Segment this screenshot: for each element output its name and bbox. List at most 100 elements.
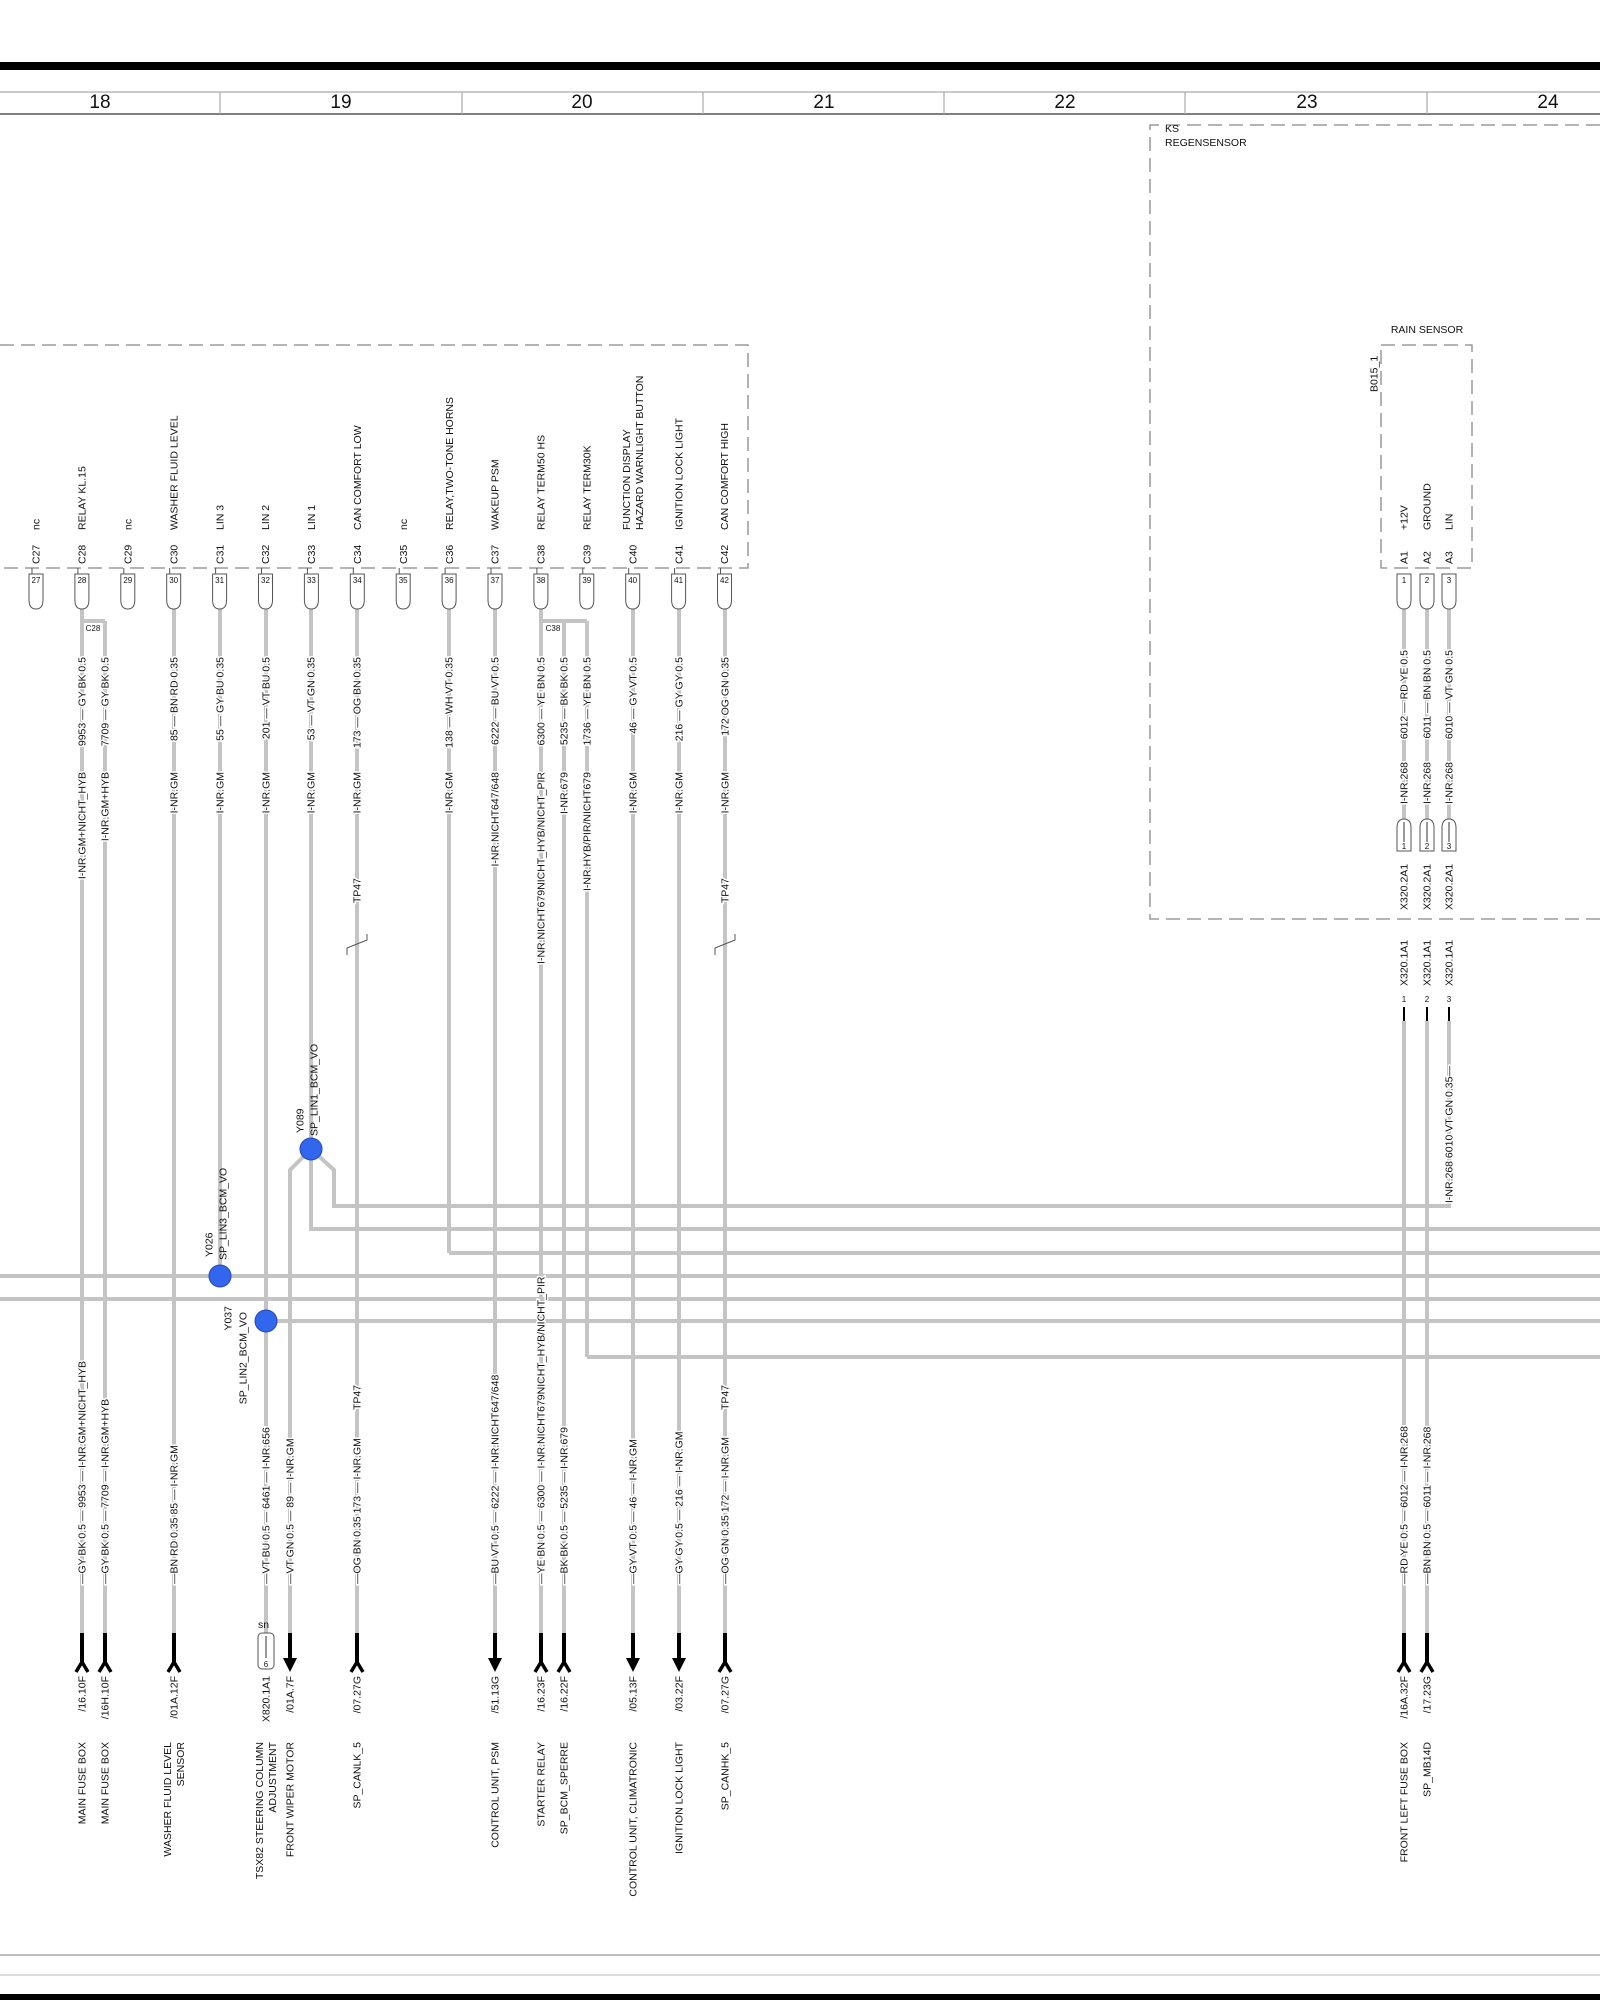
wire-code-label: 6300 — YE BN 0.5 <box>536 657 548 746</box>
pin-number: 36 <box>445 576 454 585</box>
destination-label: WASHER FLUID LEVEL <box>162 1742 174 1857</box>
pin-function-label: WAKEUP PSM <box>490 459 502 530</box>
pin-number: 33 <box>307 576 316 585</box>
pin-id-label: C38 <box>536 545 548 564</box>
wire-code-label: 6222 — BU VT 0.5 <box>490 657 502 745</box>
column-number: 20 <box>571 92 592 113</box>
pin-terminal <box>166 573 182 610</box>
wire-route-label: I-NR.GM <box>306 772 318 813</box>
wire-route-label: I-NR.GM <box>215 772 227 813</box>
inline-connector-label: X320.2A1 <box>1422 864 1434 910</box>
pin-id-label: C40 <box>627 545 639 564</box>
pin-function-label: CAN COMFORT HIGH <box>719 423 731 530</box>
wire-code-label: 6011 — BN BN 0.5 <box>1422 650 1434 739</box>
page-reference: /01A.7F <box>285 1676 297 1713</box>
pin-terminal <box>1396 573 1412 610</box>
pin-function-label: LIN 3 <box>214 505 226 530</box>
connector-label: sn <box>258 1619 269 1631</box>
pin-number: 38 <box>536 576 545 585</box>
pin-function-label: RELAY KL.15 <box>77 466 89 530</box>
arrow-down-icon <box>488 1658 502 1672</box>
connector-pin-32: LIN 2 C32 32 <box>258 505 273 610</box>
column-number: 18 <box>89 92 110 113</box>
wire-bottom-label: —VT GN 0.5 — 89 — I-NR.GM <box>285 1438 297 1584</box>
wire-bottom-label: —BN RD 0.35 85 — I-NR.GM <box>169 1445 181 1584</box>
wire-code-label: 55 — GY BU 0.35 <box>215 657 227 741</box>
wire-route-label: I-NR.GM <box>674 772 686 813</box>
pin-id-label: C28 <box>77 545 89 564</box>
pin-id-label: A1 <box>1399 551 1411 564</box>
twisted-pair-icon <box>346 934 368 955</box>
arrow-down-icon <box>672 1658 686 1672</box>
pin-function-label: LIN <box>1444 514 1456 530</box>
wire-route-label: I-NR.GM <box>720 772 732 813</box>
pin-id-label: C27 <box>31 545 43 564</box>
splice-Y037 <box>254 1309 278 1333</box>
wire-bottom-label: —GY VT 0.5 — 46 — I-NR.GM <box>628 1439 640 1584</box>
pin-id-label: C37 <box>490 545 502 564</box>
inline-connector-number: 2 <box>1425 842 1430 851</box>
wire-code-label: 1736 — YE BN 0.5 <box>582 657 594 746</box>
page-reference: /16H.10F <box>100 1676 112 1719</box>
bcm-connector: nc C27 27 RELAY KL.15 C28 28 nc C29 29 WASHER FLU… <box>0 344 749 610</box>
pin-id-label: C32 <box>260 545 272 564</box>
inline-connector-label: X320.1A1 <box>1444 940 1456 986</box>
page-reference: /07.27G <box>352 1676 364 1713</box>
pin-terminal <box>487 573 503 610</box>
pin-number: 35 <box>399 576 408 585</box>
pin-function-label: FUNCTION DISPLAY <box>621 429 633 530</box>
connector-outline <box>0 344 749 569</box>
pin-function-label: nc <box>122 519 134 530</box>
pin-terminal <box>120 573 136 610</box>
pin-function-label: RELAY TERM30K <box>581 445 593 530</box>
pin-terminal <box>395 573 411 610</box>
page-reference: /51.13G <box>490 1676 502 1713</box>
pin-number: 30 <box>169 576 178 585</box>
wire-code-label: 201 — VT BU 0.5 <box>261 657 273 739</box>
page-reference: /03.22F <box>674 1676 686 1712</box>
splice-name: SP_LIN2_BCM_VO <box>238 1312 250 1404</box>
destination-label: ADJUSTMENT <box>267 1741 279 1812</box>
pin-terminal <box>212 573 228 610</box>
pin-id-label: A2 <box>1422 551 1434 564</box>
pin-function-label: CAN COMFORT LOW <box>352 425 364 530</box>
pin-number: 32 <box>261 576 270 585</box>
steering-connector: 6 sn <box>257 1619 275 1670</box>
rain-sensor-id: B015_1 <box>1369 356 1381 392</box>
wire-route-label: I-NR.HYB/PIR/NICHT679 <box>582 772 594 891</box>
pin-number: 40 <box>628 576 637 585</box>
pin-number: 1 <box>1402 576 1407 585</box>
pin-terminal <box>533 573 549 610</box>
arrow-down-icon <box>283 1658 297 1672</box>
pin-id-label: A3 <box>1444 551 1456 564</box>
destination-label: SP_BCM_SPERRE <box>559 1742 571 1834</box>
pin-function-label: RELAY TERM50 HS <box>536 435 548 530</box>
pin-function-label: HAZARD WARNLIGHT BUTTON <box>634 376 646 530</box>
wire-bottom-label: —BU VT 0.5 — 6222 — I-NR.NICHT647/648 <box>490 1375 502 1584</box>
destination-label: SP_MB14D <box>1422 1742 1434 1797</box>
connector-pin-41: IGNITION LOCK LIGHT C41 41 <box>671 417 687 610</box>
pin-function-label: RELAY,TWO-TONE HORNS <box>444 397 456 530</box>
wire-route-label: I-NR.NICHT679NICHT_HYB/NICHT_PIR <box>536 772 548 964</box>
wire-code-label: 173 — OG BN 0.35 <box>352 657 364 748</box>
pin-id-label: C42 <box>719 545 731 564</box>
pin-function-label: IGNITION LOCK LIGHT <box>673 417 685 530</box>
pin-id-label: C33 <box>306 545 318 564</box>
pin-id-label: C41 <box>673 545 685 564</box>
connector-pin-42: CAN COMFORT HIGH C42 42 <box>717 423 732 610</box>
splice-name: SP_LIN1_BCM_VO <box>309 1044 321 1136</box>
pin-terminal <box>303 573 319 610</box>
connector-pin-39: RELAY TERM30K C39 39 <box>579 445 595 610</box>
wire-route-label: I-NR.GM <box>169 772 181 813</box>
page-reference: /16A.32F <box>1399 1676 1411 1719</box>
pin-id-label: C29 <box>122 545 134 564</box>
wire-route-label: I-NR.268 <box>1444 762 1456 804</box>
rain-sensor-title: RAIN SENSOR <box>1391 324 1464 336</box>
wire-route-label: I-NR.GM <box>444 772 456 813</box>
splice-Y026 <box>208 1264 232 1288</box>
wire-route-label: I-NR.GM <box>628 772 640 813</box>
wire-code-label: 5235 — BK BK 0.5 <box>559 657 571 745</box>
wire-bottom-label: —YE BN 0.5 — 6300 — I-NR.NICHT679NICHT_H… <box>536 1276 548 1584</box>
module-code: KS <box>1165 123 1179 135</box>
connector-pin-40: FUNCTION DISPLAY HAZARD WARNLIGHT BUTTON C… <box>621 376 646 610</box>
